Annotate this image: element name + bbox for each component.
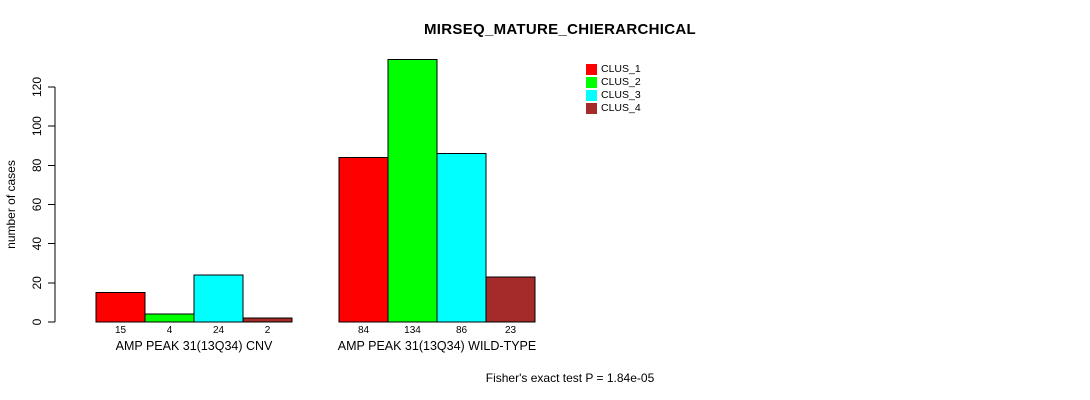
legend-item: CLUS_3 [586,89,641,102]
y-tick-label: 20 [30,276,44,290]
bar-CLUS_4-group0 [242,317,293,323]
legend-label: CLUS_1 [601,63,641,75]
legend-swatch-CLUS_3 [586,90,597,101]
bar-value-label: 4 [167,325,173,336]
legend: CLUS_1 CLUS_2 CLUS_3 CLUS_4 [586,63,641,115]
bar-CLUS_1-group0 [95,292,146,323]
legend-item: CLUS_4 [586,102,641,115]
bar-value-label: 24 [213,325,225,336]
legend-label: CLUS_4 [601,102,641,114]
legend-item: CLUS_1 [586,63,641,76]
bar-CLUS_3-group0 [193,274,244,323]
legend-swatch-CLUS_1 [586,64,597,75]
bar-CLUS_2-group0 [144,313,195,323]
legend-swatch-CLUS_2 [586,77,597,88]
y-tick-label: 60 [30,198,44,212]
y-tick-label: 0 [30,318,44,325]
bar-value-label: 2 [265,325,271,336]
bar-value-label: 134 [404,325,421,336]
bar-value-label: 23 [505,325,517,336]
y-axis-title: number of cases [4,160,18,249]
legend-label: CLUS_3 [601,89,641,101]
bar-CLUS_2-group1 [387,59,438,323]
group-label: AMP PEAK 31(13Q34) WILD-TYPE [338,339,536,353]
bar-value-label: 86 [456,325,468,336]
bar-value-label: 15 [115,325,127,336]
legend-swatch-CLUS_4 [586,103,597,114]
chart-title: MIRSEQ_MATURE_CHIERARCHICAL [424,21,696,38]
fisher-test-annotation: Fisher's exact test P = 1.84e-05 [485,371,655,385]
bar-value-label: 84 [358,325,370,336]
legend-item: CLUS_2 [586,76,641,89]
bar-CLUS_1-group1 [338,157,389,323]
bar-CLUS_3-group1 [436,153,487,323]
y-tick-label: 120 [30,77,44,97]
y-tick-label: 100 [30,116,44,136]
y-tick-label: 40 [30,237,44,251]
legend-label: CLUS_2 [601,76,641,88]
bar-CLUS_4-group1 [485,276,536,323]
group-label: AMP PEAK 31(13Q34) CNV [116,339,273,353]
y-tick-label: 80 [30,158,44,172]
